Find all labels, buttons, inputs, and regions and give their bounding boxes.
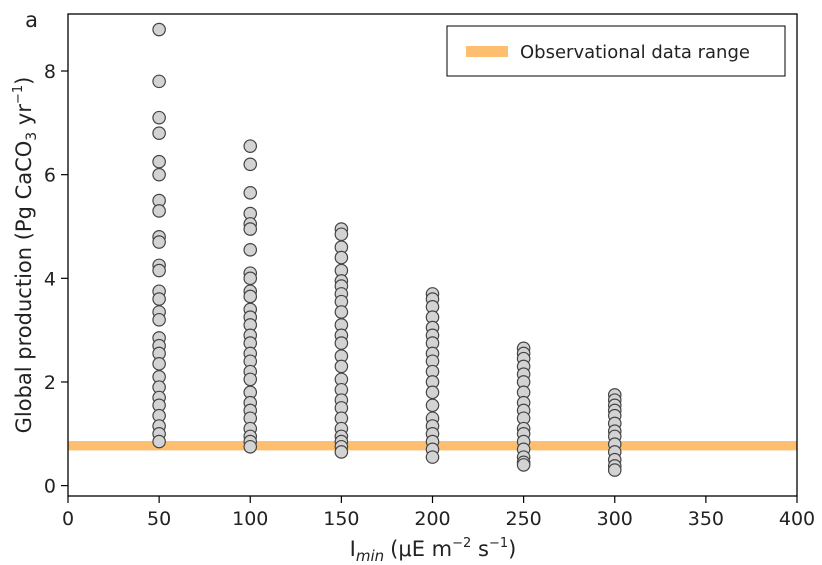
- panel-label: a: [25, 8, 38, 32]
- y-tick-label: 8: [44, 61, 56, 83]
- x-tick-label: 100: [232, 508, 268, 530]
- y-axis-title: Global production (Pg CaCO3 yr−1): [11, 77, 40, 434]
- data-point: [334, 250, 349, 265]
- data-point: [152, 312, 166, 327]
- data-point: [243, 372, 258, 387]
- x-tick-label: 200: [414, 508, 450, 530]
- data-point: [152, 263, 166, 278]
- data-point: [152, 167, 166, 182]
- x-tick-label: 0: [62, 508, 74, 530]
- data-point: [425, 450, 440, 464]
- data-point: [334, 305, 349, 319]
- legend-swatch: [466, 46, 508, 57]
- data-point: [243, 243, 258, 257]
- y-title-main: Global production (Pg CaCO: [12, 141, 36, 434]
- x-title-sub: min: [356, 547, 384, 565]
- data-point: [152, 22, 166, 37]
- data-point: [152, 235, 166, 249]
- data-point: [334, 359, 349, 374]
- data-point: [243, 222, 258, 236]
- x-title-sup2: −1: [489, 536, 508, 551]
- data-point: [243, 157, 258, 172]
- y-tick-label: 4: [44, 268, 56, 290]
- x-tick-label: 300: [597, 508, 633, 530]
- data-point: [334, 445, 349, 459]
- data-point: [152, 154, 166, 169]
- data-point: [152, 434, 166, 449]
- data-point: [334, 336, 349, 350]
- legend-label: Observational data range: [520, 42, 750, 63]
- y-title-sup: −1: [11, 85, 26, 104]
- x-axis-title: Imin (μE m−2 s−1): [350, 536, 517, 565]
- x-title-mid: s: [471, 537, 489, 561]
- y-title-end: ): [12, 77, 36, 85]
- x-title-sup1: −2: [452, 536, 471, 551]
- x-tick-label: 50: [147, 508, 171, 530]
- y-axis: 0 2 4 6 8: [44, 61, 68, 498]
- x-tick-label: 350: [688, 508, 724, 530]
- data-point: [152, 110, 166, 125]
- y-title-sub: 3: [24, 132, 40, 141]
- x-axis: 0 50 100 150 200 250 300 350 400: [62, 496, 815, 530]
- data-point: [516, 458, 531, 472]
- y-tick-label: 2: [44, 372, 56, 394]
- data-point: [152, 292, 166, 306]
- x-tick-label: 250: [505, 508, 541, 530]
- data-point: [607, 463, 622, 477]
- y-tick-label: 0: [44, 476, 56, 498]
- data-point: [243, 289, 258, 304]
- x-title-units: (μE m: [390, 537, 452, 561]
- points-layer: [152, 22, 622, 477]
- data-point: [425, 385, 440, 400]
- x-tick-label: 150: [323, 508, 359, 530]
- legend: Observational data range: [446, 25, 786, 77]
- data-point: [152, 204, 166, 218]
- data-point: [152, 74, 166, 89]
- data-point: [334, 227, 349, 242]
- data-point: [243, 439, 258, 454]
- data-point: [243, 186, 258, 200]
- data-point: [152, 126, 166, 141]
- data-point: [243, 139, 258, 153]
- data-point: [243, 271, 258, 286]
- data-point: [425, 398, 440, 413]
- y-tick-label: 6: [44, 165, 56, 187]
- data-point: [152, 357, 166, 371]
- x-title-end: ): [508, 537, 516, 561]
- y-title-mid: yr: [12, 104, 36, 132]
- x-tick-label: 400: [779, 508, 815, 530]
- x-title-main: I: [350, 537, 356, 561]
